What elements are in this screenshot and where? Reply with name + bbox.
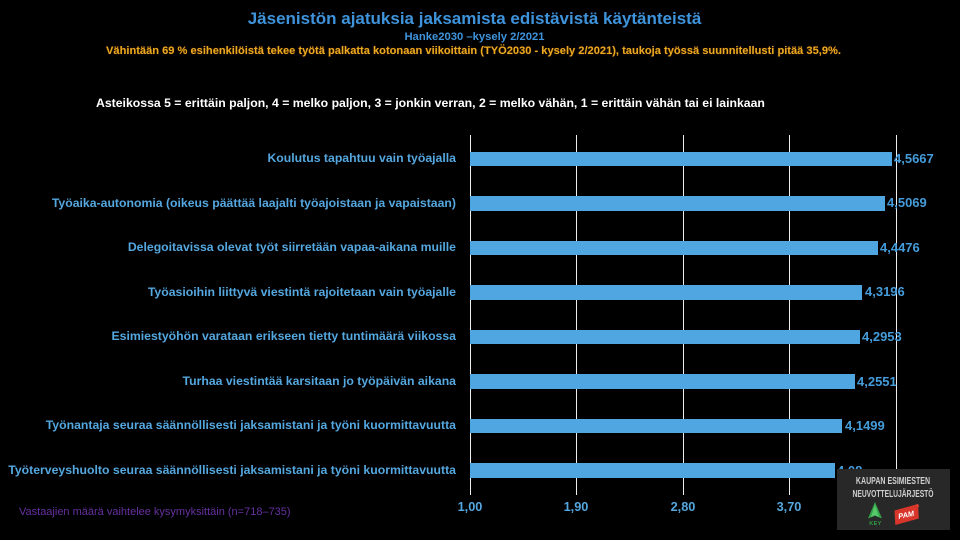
svg-text:PAM: PAM bbox=[897, 508, 915, 520]
svg-text:KEY: KEY bbox=[869, 520, 882, 525]
